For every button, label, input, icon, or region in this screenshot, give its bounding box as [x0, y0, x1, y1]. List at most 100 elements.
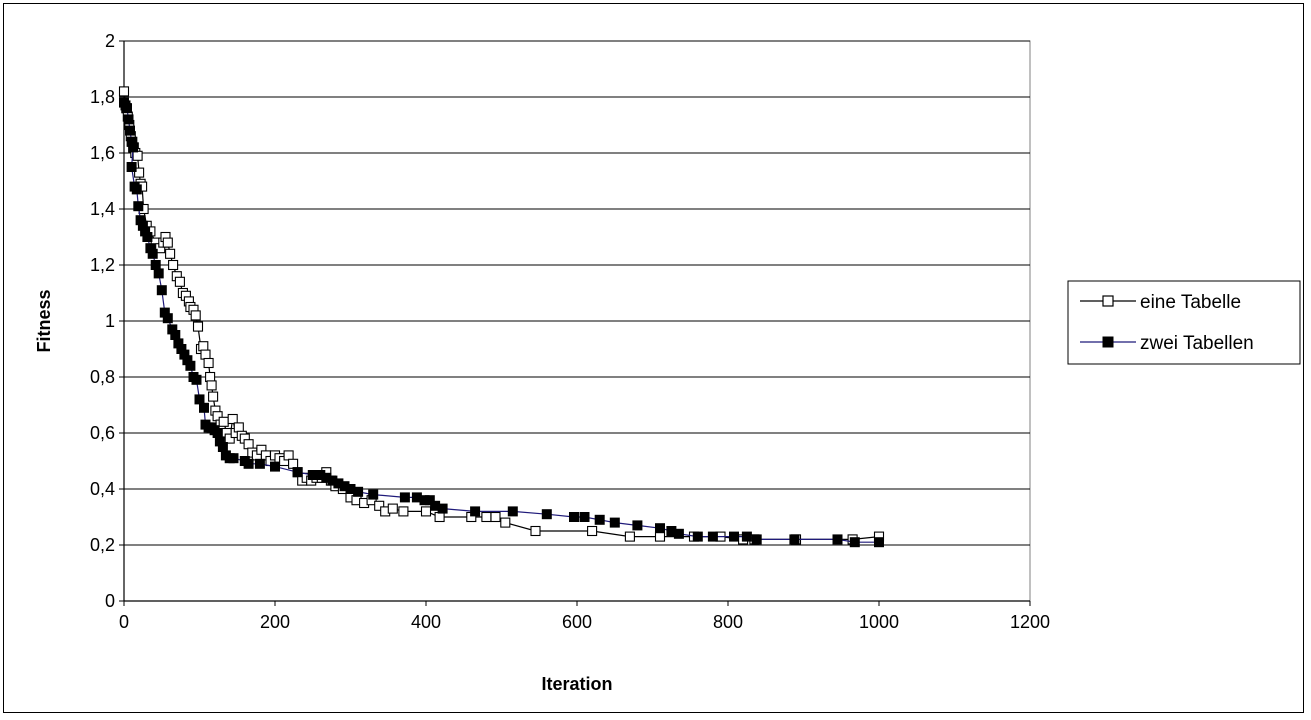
series-layer	[118, 86, 885, 548]
data-point	[133, 201, 144, 212]
data-point	[609, 517, 620, 528]
x-tick-label: 600	[562, 612, 592, 632]
data-point	[122, 103, 132, 114]
y-tick-label: 0	[105, 591, 115, 611]
data-point	[194, 394, 205, 405]
data-point	[270, 461, 280, 472]
data-point	[203, 357, 214, 369]
data-point	[243, 458, 254, 469]
data-point	[789, 534, 800, 545]
y-tick-label: 0,6	[90, 423, 115, 443]
data-point	[128, 142, 139, 153]
data-point	[118, 86, 130, 97]
data-point	[205, 371, 216, 383]
data-point	[849, 537, 860, 548]
data-point	[420, 506, 432, 517]
data-point	[292, 467, 303, 478]
data-point	[208, 391, 219, 402]
x-tick-label: 400	[411, 612, 441, 632]
x-axis-title: Iteration	[541, 674, 612, 694]
data-point	[206, 380, 217, 391]
data-point	[707, 531, 718, 542]
y-tick-label: 1,2	[90, 255, 115, 275]
x-tick-label: 0	[119, 612, 129, 632]
data-point	[424, 495, 435, 506]
data-point	[200, 349, 211, 360]
y-tick-label: 1,8	[90, 87, 115, 107]
x-tick-label: 1000	[859, 612, 899, 632]
y-tick-label: 1,6	[90, 143, 115, 163]
data-point	[541, 509, 552, 520]
data-point	[654, 531, 666, 542]
y-axis-title: Fitness	[34, 289, 54, 352]
data-point	[125, 125, 135, 136]
data-point	[632, 520, 643, 531]
data-point	[227, 413, 238, 425]
data-point	[587, 525, 598, 537]
data-point	[673, 528, 684, 539]
gridlines	[124, 40, 1030, 546]
data-point	[254, 458, 265, 469]
data-point	[162, 237, 173, 248]
data-point	[490, 511, 501, 523]
legend-marker-eine-tabelle	[1102, 295, 1114, 307]
data-point	[168, 259, 179, 271]
data-point	[655, 523, 665, 534]
data-point	[233, 422, 244, 433]
data-point	[832, 534, 843, 545]
data-point	[217, 442, 228, 452]
data-point	[399, 492, 410, 503]
data-point	[153, 268, 164, 279]
data-point	[156, 285, 167, 296]
x-tick-label: 200	[260, 612, 290, 632]
data-point	[470, 506, 481, 517]
data-point	[692, 531, 703, 542]
y-tick-label: 0,2	[90, 535, 115, 555]
data-point	[190, 310, 201, 321]
data-point	[437, 503, 448, 514]
data-point	[741, 531, 752, 542]
data-point	[530, 525, 541, 537]
data-point	[387, 503, 398, 514]
data-point	[569, 512, 579, 522]
data-point	[198, 341, 209, 352]
data-point	[126, 162, 137, 172]
data-point	[594, 514, 605, 525]
data-point	[374, 500, 385, 511]
data-point	[131, 184, 142, 195]
data-point	[353, 486, 364, 497]
data-point	[751, 534, 762, 545]
data-point	[283, 450, 294, 461]
legend-marker-zwei-tabellen	[1102, 336, 1114, 348]
series-zwei-tabellen	[119, 97, 884, 548]
data-point	[434, 511, 445, 523]
data-point	[507, 506, 518, 517]
data-point	[191, 374, 202, 385]
data-point	[624, 531, 635, 542]
data-point	[150, 260, 161, 270]
data-point	[174, 276, 185, 287]
data-point	[874, 537, 884, 548]
data-point	[288, 458, 299, 469]
data-point	[199, 402, 209, 413]
y-tick-label: 2	[105, 31, 115, 51]
data-point	[147, 248, 158, 259]
data-point	[123, 114, 134, 125]
x-tick-label: 800	[713, 612, 743, 632]
data-point	[134, 167, 145, 178]
data-point	[162, 313, 173, 324]
y-tick-label: 0,4	[90, 479, 115, 499]
data-point	[170, 330, 181, 340]
legend: eine Tabelle zwei Tabellen	[1067, 280, 1301, 365]
data-point	[398, 506, 409, 517]
data-point	[165, 248, 176, 259]
legend-label-eine-tabelle: eine Tabelle	[1140, 292, 1241, 313]
legend-box	[1067, 280, 1301, 365]
y-tick-label: 1,4	[90, 199, 115, 219]
data-point	[185, 360, 196, 371]
data-point	[224, 433, 235, 444]
data-point	[132, 150, 143, 161]
data-point	[500, 517, 511, 528]
data-point	[142, 232, 153, 242]
y-tick-label: 0,8	[90, 367, 115, 387]
